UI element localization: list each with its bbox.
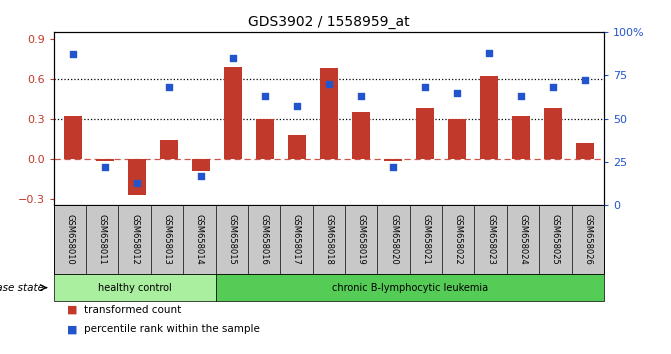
Text: GSM658021: GSM658021	[421, 215, 430, 265]
Point	[356, 93, 366, 99]
Text: GSM658022: GSM658022	[454, 215, 463, 265]
Bar	[64, 116, 82, 159]
Text: GSM658019: GSM658019	[357, 215, 366, 265]
Bar	[128, 159, 146, 195]
Point	[452, 90, 462, 96]
Text: GSM658012: GSM658012	[130, 215, 139, 265]
Text: healthy control: healthy control	[98, 282, 172, 293]
Text: GSM658015: GSM658015	[227, 215, 236, 265]
Text: GSM658014: GSM658014	[195, 215, 204, 265]
Point	[387, 164, 398, 170]
Bar	[224, 67, 242, 159]
Text: GSM658024: GSM658024	[519, 215, 527, 265]
Bar	[544, 108, 562, 159]
Point	[579, 78, 590, 83]
Bar	[192, 159, 209, 171]
Text: ■: ■	[67, 305, 78, 315]
Point	[195, 173, 206, 179]
Text: GSM658016: GSM658016	[260, 215, 268, 265]
Bar	[160, 140, 178, 159]
Text: GSM658026: GSM658026	[583, 215, 592, 265]
Bar	[288, 135, 305, 159]
Point	[483, 50, 494, 56]
Bar	[416, 108, 433, 159]
Text: GSM658013: GSM658013	[162, 215, 172, 265]
Text: GSM658020: GSM658020	[389, 215, 398, 265]
Point	[515, 93, 526, 99]
Point	[164, 85, 174, 90]
Bar	[576, 143, 594, 159]
Bar	[256, 119, 274, 159]
Text: GSM658018: GSM658018	[324, 215, 333, 265]
Point	[323, 81, 334, 87]
Text: GSM658017: GSM658017	[292, 215, 301, 265]
Text: chronic B-lymphocytic leukemia: chronic B-lymphocytic leukemia	[331, 282, 488, 293]
Point	[419, 85, 430, 90]
Text: percentile rank within the sample: percentile rank within the sample	[84, 324, 260, 334]
Point	[68, 52, 79, 57]
Text: GSM658010: GSM658010	[65, 215, 74, 265]
Bar	[320, 68, 338, 159]
Bar	[352, 112, 370, 159]
Point	[548, 85, 558, 90]
Text: ■: ■	[67, 324, 78, 334]
Bar	[480, 76, 497, 159]
Bar	[384, 159, 401, 161]
Text: GSM658023: GSM658023	[486, 215, 495, 265]
Bar	[448, 119, 466, 159]
Point	[132, 180, 142, 185]
Point	[291, 104, 302, 109]
Text: transformed count: transformed count	[84, 305, 181, 315]
Text: GSM658011: GSM658011	[98, 215, 107, 265]
Point	[99, 164, 110, 170]
Point	[260, 93, 270, 99]
Text: GSM658025: GSM658025	[551, 215, 560, 265]
Bar	[512, 116, 529, 159]
Bar	[96, 159, 113, 161]
Text: disease state: disease state	[0, 282, 44, 293]
Point	[227, 55, 238, 61]
Title: GDS3902 / 1558959_at: GDS3902 / 1558959_at	[248, 16, 409, 29]
